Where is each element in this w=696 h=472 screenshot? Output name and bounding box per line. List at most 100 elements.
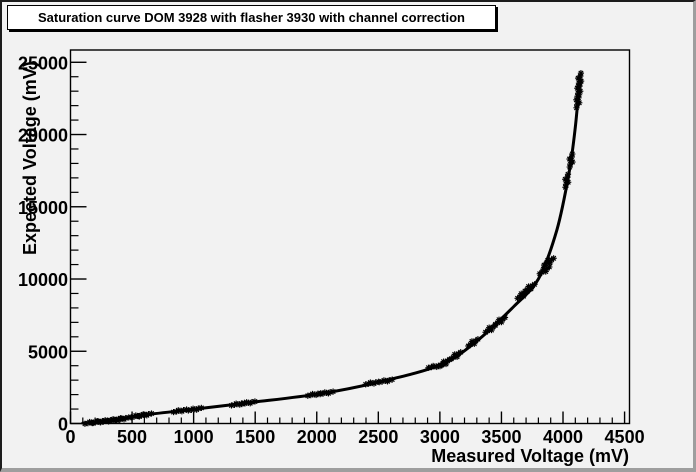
marker-cluster (170, 406, 190, 416)
asterisk-marker-icon (541, 262, 547, 268)
asterisk-marker-icon (144, 412, 150, 418)
asterisk-marker-icon (573, 105, 580, 111)
asterisk-marker-icon (441, 359, 447, 365)
marker-cluster (492, 314, 509, 328)
asterisk-marker-icon (371, 380, 377, 387)
asterisk-marker-icon (566, 156, 573, 162)
asterisk-marker-icon (325, 390, 332, 396)
y-tick-label: 25000 (18, 53, 68, 73)
x-tick-labels: 0 500 1000 1500 2000 2500 3000 3500 4000 4500 (65, 427, 644, 447)
x-tick-label: 4000 (543, 427, 583, 447)
asterisk-marker-icon (105, 418, 111, 424)
asterisk-marker-icon (133, 412, 139, 419)
asterisk-marker-icon (198, 405, 204, 411)
asterisk-marker-icon (567, 164, 573, 170)
asterisk-marker-icon (82, 421, 88, 427)
asterisk-marker-icon (514, 295, 521, 301)
asterisk-marker-icon (252, 398, 258, 405)
asterisk-marker-icon (430, 363, 436, 369)
asterisk-marker-icon (448, 356, 454, 362)
asterisk-marker-icon (486, 325, 492, 331)
marker-cluster (447, 349, 464, 363)
asterisk-marker-icon (537, 271, 543, 277)
plot-title-text: Saturation curve DOM 3928 with flasher 3… (38, 10, 465, 25)
asterisk-marker-icon (317, 391, 323, 397)
asterisk-marker-icon (528, 286, 534, 292)
asterisk-marker-icon (110, 416, 116, 422)
asterisk-marker-icon (562, 176, 568, 182)
marker-cluster (112, 414, 132, 424)
asterisk-marker-icon (545, 257, 551, 264)
x-tick-label: 1000 (174, 427, 214, 447)
marker-cluster (317, 388, 337, 398)
asterisk-marker-icon (313, 392, 319, 398)
asterisk-marker-icon (117, 415, 124, 421)
asterisk-marker-icon (135, 413, 142, 419)
marker-cluster (540, 255, 557, 269)
y-axis-title: Expected Voltage (mV) (20, 61, 40, 255)
asterisk-marker-icon (518, 291, 524, 297)
asterisk-marker-icon (525, 283, 532, 290)
asterisk-marker-icon (376, 379, 382, 385)
marker-cluster (135, 410, 155, 420)
marker-cluster (575, 70, 585, 90)
asterisk-marker-icon (244, 399, 250, 405)
asterisk-marker-icon (389, 376, 395, 383)
asterisk-marker-icon (496, 317, 502, 323)
y-tick-label: 20000 (18, 126, 68, 146)
asterisk-marker-icon (381, 377, 387, 383)
asterisk-marker-icon (522, 288, 528, 294)
asterisk-marker-icon (565, 179, 571, 185)
asterisk-marker-icon (437, 363, 443, 369)
marker-cluster (566, 150, 576, 171)
asterisk-marker-icon (565, 171, 571, 177)
x-tick-label: 500 (117, 427, 147, 447)
asterisk-marker-icon (384, 378, 391, 384)
y-tick-label: 10000 (18, 270, 68, 290)
x-tick-label: 3000 (420, 427, 460, 447)
asterisk-marker-icon (576, 100, 582, 106)
asterisk-marker-icon (454, 354, 460, 360)
asterisk-marker-icon (543, 268, 549, 275)
asterisk-marker-icon (228, 402, 235, 409)
asterisk-marker-icon (175, 407, 181, 413)
asterisk-marker-icon (578, 78, 584, 84)
x-tick-label: 3500 (481, 427, 521, 447)
asterisk-marker-icon (540, 266, 546, 272)
asterisk-marker-icon (185, 407, 191, 414)
marker-cluster (562, 171, 572, 191)
asterisk-marker-icon (247, 400, 253, 406)
asterisk-marker-icon (452, 351, 458, 357)
asterisk-marker-icon (471, 341, 477, 347)
data-point-markers (81, 70, 585, 427)
x-tick-label: 0 (65, 427, 75, 447)
x-axis-title: Measured Voltage (mV) (431, 446, 629, 466)
marker-cluster (521, 281, 538, 295)
asterisk-marker-icon (488, 327, 495, 333)
asterisk-marker-icon (170, 409, 177, 415)
asterisk-marker-icon (574, 93, 581, 99)
asterisk-marker-icon (498, 319, 505, 325)
x-tick-label: 1500 (235, 427, 275, 447)
asterisk-marker-icon (577, 88, 583, 94)
plot-frame (69, 49, 631, 425)
asterisk-marker-icon (465, 343, 471, 349)
asterisk-marker-icon (492, 321, 499, 327)
asterisk-marker-icon (367, 379, 373, 386)
asterisk-marker-icon (502, 314, 508, 321)
asterisk-marker-icon (190, 406, 196, 412)
asterisk-marker-icon (179, 408, 185, 414)
asterisk-marker-icon (239, 401, 245, 407)
asterisk-marker-icon (443, 361, 449, 367)
x-tick-label: 2000 (297, 427, 337, 447)
asterisk-marker-icon (322, 389, 328, 395)
y-tick-label: 15000 (18, 198, 68, 218)
asterisk-marker-icon (569, 151, 575, 157)
asterisk-marker-icon (309, 391, 316, 397)
plot-title-box: Saturation curve DOM 3928 with flasher 3… (7, 5, 496, 30)
y-tick-labels: 0 5000 10000 15000 20000 25000 (18, 53, 68, 434)
fit-curve-line (81, 81, 581, 425)
asterisk-marker-icon (305, 393, 311, 399)
x-tick-label: 2500 (358, 427, 398, 447)
